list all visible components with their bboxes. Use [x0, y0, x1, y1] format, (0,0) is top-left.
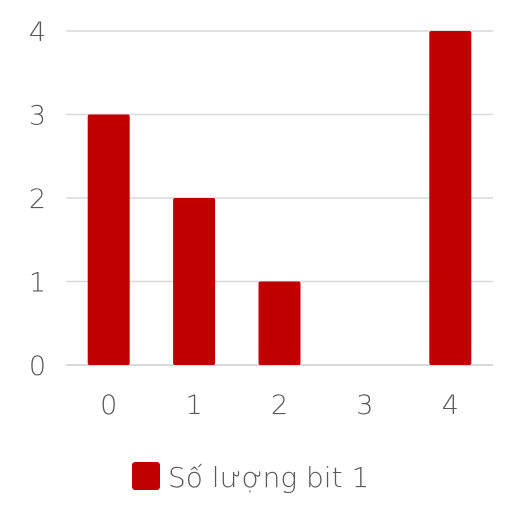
legend-label: Số lượng bit 1 — [168, 461, 369, 494]
y-tick-label: 1 — [29, 268, 46, 299]
y-tick-label: 4 — [29, 17, 46, 48]
y-tick-label: 3 — [29, 101, 46, 132]
bar-0 — [87, 114, 130, 365]
bar-1 — [173, 198, 216, 365]
x-tick-label: 1 — [186, 390, 203, 421]
x-tick-label: 3 — [356, 390, 373, 421]
legend: Số lượng bit 1 — [132, 461, 369, 494]
y-tick-label: 0 — [29, 351, 46, 382]
bar-2 — [258, 281, 301, 365]
x-tick-label: 0 — [100, 390, 117, 421]
x-axis-tick-labels: 0 1 2 3 4 — [100, 390, 459, 421]
bars — [87, 31, 472, 365]
bar-4 — [429, 31, 472, 365]
y-axis-tick-labels: 0 1 2 3 4 — [29, 17, 46, 382]
y-tick-label: 2 — [29, 184, 46, 215]
legend-swatch — [132, 462, 160, 490]
x-tick-label: 4 — [442, 390, 459, 421]
x-tick-label: 2 — [271, 390, 288, 421]
